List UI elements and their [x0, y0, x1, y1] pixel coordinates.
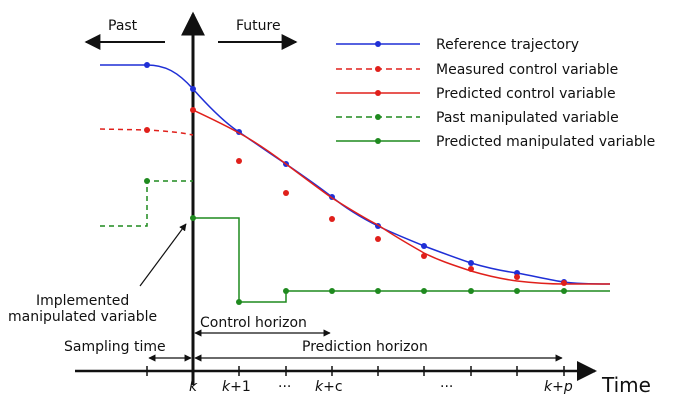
implemented-label-line2: manipulated variable — [8, 309, 157, 325]
legend-item-measured-control: Measured control variable — [336, 62, 618, 78]
legend-item-predicted-manipulated: Predicted manipulated variable — [336, 134, 655, 150]
legend-item-predicted-control: Predicted control variable — [336, 86, 616, 102]
reference-point — [190, 86, 196, 92]
legend-label: Reference trajectory — [436, 37, 579, 53]
sampling-time-label: Sampling time — [64, 339, 166, 355]
tick-label-k-plus-c: k+c — [315, 379, 343, 395]
predicted-control-point — [375, 236, 381, 242]
predicted-manipulated-line — [193, 217, 610, 303]
past-future-indicator: Past Future — [84, 18, 298, 50]
predicted-control-line — [192, 109, 610, 285]
tick-label-k-plus-1: k+1 — [222, 379, 251, 395]
past-manipulated-line — [100, 180, 193, 227]
implemented-pointer-arrow — [139, 223, 187, 287]
legend-marker — [375, 138, 381, 144]
predicted-manipulated-point — [283, 288, 289, 294]
predicted-manipulated-points — [190, 215, 567, 305]
past-manipulated-variable — [100, 178, 193, 227]
legend-item-reference-trajectory: Reference trajectory — [336, 37, 579, 53]
predicted-manipulated-point — [236, 299, 242, 305]
implemented-annotation: Implemented manipulated variable — [8, 223, 187, 325]
predicted-control-point — [283, 190, 289, 196]
past-manipulated-point — [144, 178, 150, 184]
time-axis: k k+1 ··· k+c ··· k+p Time — [75, 361, 651, 397]
tick-label-k-plus-p: k+p — [544, 379, 573, 395]
predicted-control-point — [421, 253, 427, 259]
legend-label: Past manipulated variable — [436, 110, 619, 126]
reference-point — [144, 62, 150, 68]
predicted-manipulated-point — [468, 288, 474, 294]
legend-label: Predicted control variable — [436, 86, 616, 102]
legend-marker — [375, 90, 381, 96]
legend-marker — [375, 114, 381, 120]
time-axis-ticks — [146, 366, 565, 376]
tick-label-ellipsis: ··· — [278, 379, 291, 395]
control-horizon-label: Control horizon — [200, 315, 307, 331]
predicted-control-points — [190, 107, 567, 286]
predicted-control-point — [236, 158, 242, 164]
legend-item-past-manipulated: Past manipulated variable — [336, 110, 619, 126]
predicted-control-point — [561, 280, 567, 286]
predicted-control-point — [514, 274, 520, 280]
legend-label: Predicted manipulated variable — [436, 134, 655, 150]
predicted-control-point — [329, 216, 335, 222]
measured-control-variable — [99, 127, 194, 136]
legend-marker — [375, 41, 381, 47]
past-label: Past — [108, 18, 138, 34]
past-manipulated-points — [144, 178, 150, 184]
legend-marker — [375, 66, 381, 72]
reference-point — [421, 243, 427, 249]
predicted-manipulated-point — [561, 288, 567, 294]
predicted-manipulated-variable — [190, 215, 610, 305]
measured-point — [144, 127, 150, 133]
predicted-control-point — [190, 107, 196, 113]
legend: Reference trajectory Measured control va… — [336, 37, 655, 150]
legend-label: Measured control variable — [436, 62, 618, 78]
predicted-control-variable — [190, 107, 610, 286]
horizons: Sampling time Control horizon Prediction… — [64, 315, 563, 362]
tick-label-ellipsis: ··· — [440, 379, 453, 395]
predicted-manipulated-point — [190, 215, 196, 221]
reference-point — [468, 260, 474, 266]
predicted-manipulated-point — [375, 288, 381, 294]
tick-label-k: k — [189, 379, 198, 395]
predicted-manipulated-point — [514, 288, 520, 294]
implemented-label-line1: Implemented — [36, 293, 129, 309]
predicted-manipulated-point — [421, 288, 427, 294]
time-axis-label: Time — [601, 373, 651, 397]
future-label: Future — [236, 18, 281, 34]
prediction-horizon-label: Prediction horizon — [302, 339, 428, 355]
measured-points — [144, 127, 150, 133]
predicted-manipulated-point — [329, 288, 335, 294]
predicted-control-point — [468, 266, 474, 272]
